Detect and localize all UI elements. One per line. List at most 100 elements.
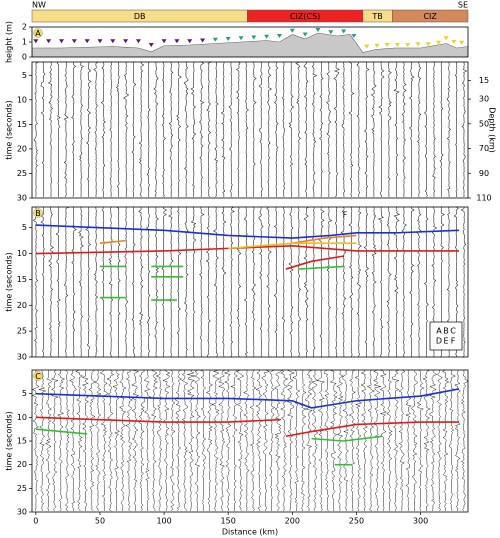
station-marker xyxy=(443,36,449,41)
seismic-trace xyxy=(405,370,412,512)
seismic-trace xyxy=(360,370,369,512)
y-tick-label: 2 xyxy=(22,23,27,32)
horizon-line xyxy=(228,242,357,250)
seismic-trace xyxy=(146,62,151,198)
y2-axis-label: Depth (km) xyxy=(488,107,497,153)
horizon-line xyxy=(35,244,460,255)
seismic-trace xyxy=(131,207,136,357)
seismic-trace xyxy=(356,207,362,357)
y-axis-label: time (seconds) xyxy=(5,100,14,160)
panel-badge xyxy=(33,371,43,381)
seismic-trace xyxy=(206,62,212,198)
seismic-trace xyxy=(356,62,361,197)
seismic-trace xyxy=(387,62,392,198)
seismic-trace xyxy=(168,207,174,357)
seismic-trace xyxy=(245,62,250,197)
seismic-trace xyxy=(415,207,422,357)
seismic-trace xyxy=(312,207,316,357)
seismic-trace xyxy=(364,62,370,198)
seismic-trace xyxy=(432,62,436,198)
se-label: SE xyxy=(458,1,468,10)
seismic-trace xyxy=(393,207,401,357)
nw-label: NW xyxy=(32,1,46,10)
x-tick-label: 150 xyxy=(221,517,236,526)
seismic-trace xyxy=(236,207,242,357)
seismic-trace xyxy=(363,207,370,357)
plot-area xyxy=(32,370,468,512)
seismic-trace xyxy=(288,62,295,198)
horizon-line xyxy=(311,435,383,442)
seismic-trace xyxy=(408,62,415,198)
seismic-trace xyxy=(205,207,211,357)
region-label: CIZ xyxy=(423,12,437,21)
seismic-trace xyxy=(183,62,189,197)
seismic-trace xyxy=(162,370,171,511)
station-marker xyxy=(71,39,77,44)
seismic-trace xyxy=(251,207,256,357)
horizon-line xyxy=(35,416,280,423)
station-marker xyxy=(264,34,270,39)
seismic-trace xyxy=(212,207,219,357)
seismic-trace xyxy=(235,62,241,197)
seismic-trace xyxy=(348,207,354,357)
station-marker xyxy=(425,42,431,47)
seismic-trace xyxy=(214,62,219,198)
seismic-trace xyxy=(32,370,40,512)
seismic-trace xyxy=(311,62,318,197)
horizon-line xyxy=(298,265,344,270)
seismic-trace xyxy=(424,62,428,198)
seismic-trace xyxy=(448,370,457,512)
seismic-trace xyxy=(386,370,393,512)
horizon-line xyxy=(35,428,88,435)
seismic-trace xyxy=(88,370,97,512)
station-marker xyxy=(451,40,457,44)
seismic-trace xyxy=(326,207,333,357)
region-segment xyxy=(392,9,469,23)
y-tick-label: 20 xyxy=(17,460,27,469)
seismic-trace xyxy=(370,62,377,197)
y-tick-label: 25 xyxy=(17,484,27,493)
station-marker xyxy=(315,28,321,32)
seismic-trace xyxy=(297,207,301,357)
y2-tick-label: 30 xyxy=(479,95,489,104)
region-label: DB xyxy=(134,12,146,21)
seismic-trace xyxy=(45,370,52,512)
horizon-line xyxy=(292,234,357,244)
seismic-trace xyxy=(138,370,146,512)
seismic-trace xyxy=(106,370,115,512)
seismic-trace xyxy=(409,207,415,357)
seismic-trace xyxy=(273,370,283,512)
station-marker xyxy=(351,34,357,38)
seismic-trace xyxy=(269,370,276,511)
station-marker xyxy=(123,39,129,44)
seismic-trace xyxy=(116,207,121,357)
seismic-trace xyxy=(243,207,248,357)
panel-frame xyxy=(31,206,469,358)
seismic-trace xyxy=(81,370,89,511)
seismic-trace xyxy=(398,370,406,512)
x-tick-label: 50 xyxy=(95,517,105,526)
seismic-trace xyxy=(424,207,429,357)
station-marker xyxy=(405,43,411,47)
seismic-trace xyxy=(146,207,151,357)
horizon-line xyxy=(35,388,460,409)
y-tick-label: 10 xyxy=(17,95,27,104)
seismic-trace xyxy=(100,62,106,198)
panel: 5 10 15 20 25 30 time (seconds) 0 50 100 150 200 250… xyxy=(5,369,469,537)
station-marker xyxy=(459,40,465,45)
horizon-line xyxy=(35,224,460,239)
y-tick-label: 5 xyxy=(22,71,27,80)
station-marker xyxy=(97,39,103,44)
seismic-trace xyxy=(228,62,233,198)
y2-tick-label: 90 xyxy=(479,169,489,178)
seismic-trace xyxy=(342,370,349,512)
seismic-trace xyxy=(143,370,152,512)
seismic-trace xyxy=(428,370,438,512)
station-marker xyxy=(110,39,116,44)
y2-tick-label: 15 xyxy=(479,76,489,85)
x-tick-label: 0 xyxy=(33,517,38,526)
station-marker xyxy=(415,42,421,47)
region-label: TB xyxy=(371,12,382,21)
elevation-area xyxy=(32,32,468,57)
